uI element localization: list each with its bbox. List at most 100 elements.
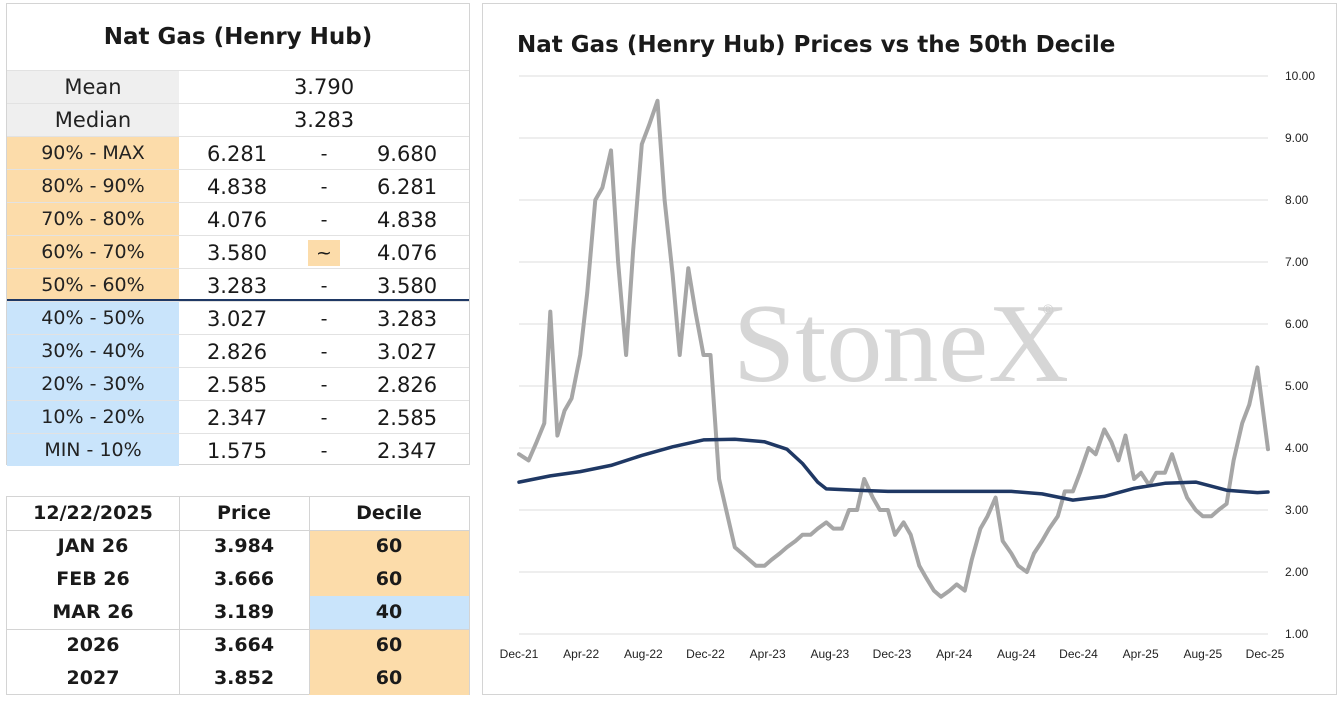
decile-cell: 60 [309,629,469,662]
mean-value: 3.790 [293,75,355,99]
x-tick-label: Apr-23 [750,647,786,661]
x-axis-ticks: Dec-21 Apr-22 Aug-22 Dec-22 Apr-23 Aug-23 Dec-… [500,647,1285,661]
y-tick-label: 9.00 [1285,131,1309,145]
price-cell: 3.189 [213,601,275,623]
decile-stats-panel: Nat Gas (Henry Hub) Mean 3.790 Median 3.… [6,3,470,466]
decile-range-label: 80% - 90% [7,170,179,202]
decile-high-value: 4.838 [376,208,438,232]
contract-cell: JAN 26 [57,535,129,557]
decile-cell: 40 [309,596,469,629]
decile-separator: - [320,209,328,231]
table-row: 2026 3.664 60 [7,629,469,662]
chart-title: Nat Gas (Henry Hub) Prices vs the 50th D… [517,32,1116,58]
decile-separator: - [320,143,328,165]
price-cell: 3.984 [213,535,275,557]
decile-separator: - [320,308,328,330]
table-row: JAN 26 3.984 60 [7,530,469,563]
x-tick-label: Dec-21 [500,647,539,661]
decile-range-label: 20% - 30% [7,368,179,400]
decile-range-label: 30% - 40% [7,335,179,367]
decile-high-value: 2.826 [376,373,438,397]
registered-mark: ® [1043,301,1054,317]
watermark-text: StoneX [733,282,1069,406]
contract-cell: MAR 26 [52,601,134,623]
median-label: Median [7,104,179,136]
mean-label: Mean [7,71,179,103]
decile-row: 20% - 30% 2.585 - 2.826 [7,367,469,400]
y-tick-label: 10.00 [1285,69,1315,83]
date-header: 12/22/2025 [33,502,153,524]
decile-row: 10% - 20% 2.347 - 2.585 [7,400,469,433]
decile-cell: 60 [309,530,469,563]
decile-separator: - [320,275,328,297]
median-value: 3.283 [293,108,355,132]
contract-cell: FEB 26 [56,568,130,590]
decile-separator: - [320,176,328,198]
decile-row: 40% - 50% 3.027 - 3.283 [7,301,469,334]
decile-row: 30% - 40% 2.826 - 3.027 [7,334,469,367]
contract-cell: 2026 [66,634,120,656]
series-lines [517,98,1270,599]
decile-range-label: 10% - 20% [7,401,179,433]
decile-range-label: 70% - 80% [7,203,179,235]
x-tick-label: Apr-25 [1123,647,1159,661]
x-tick-label: Dec-25 [1246,647,1285,661]
decile-range-label: 60% - 70% [7,236,179,268]
x-tick-label: Aug-22 [624,647,663,661]
y-tick-label: 4.00 [1285,441,1309,455]
y-tick-label: 7.00 [1285,255,1309,269]
price-chart: StoneX ® 1.00 2.00 3.00 4.00 5.00 6.00 7.00 8.0… [500,69,1316,661]
stonex-watermark: StoneX ® [733,282,1069,406]
decile-range-label: 50% - 60% [7,269,179,301]
y-tick-label: 8.00 [1285,193,1309,207]
current-decile-marker: ~ [308,240,340,266]
decile-low-value: 4.838 [206,175,268,199]
decile-separator: - [320,407,328,429]
table-header-row: 12/22/2025 Price Decile [7,497,469,530]
decile-row: 80% - 90% 4.838 - 6.281 [7,169,469,202]
column-divider [309,497,310,694]
table-row: MAR 26 3.189 40 [7,596,469,629]
decile-range-label: 90% - MAX [7,137,179,169]
x-tick-label: Apr-22 [563,647,599,661]
x-tick-label: Aug-24 [997,647,1036,661]
price-cell: 3.666 [213,568,275,590]
decile-high-value: 9.680 [376,142,438,166]
decile-row: 70% - 80% 4.076 - 4.838 [7,202,469,235]
x-tick-label: Aug-23 [810,647,849,661]
table-row: 2027 3.852 60 [7,662,469,695]
decile-high-value: 3.027 [376,340,438,364]
x-tick-label: Dec-24 [1059,647,1098,661]
decile-low-value: 2.826 [206,340,268,364]
x-tick-label: Dec-23 [873,647,912,661]
decile-low-value: 1.575 [206,439,268,463]
y-axis-ticks: 1.00 2.00 3.00 4.00 5.00 6.00 7.00 8.00 9.00 10.0… [1285,69,1315,641]
median-row: Median 3.283 [7,103,469,136]
contract-price-table: 12/22/2025 Price Decile JAN 26 3.984 60 … [6,496,470,695]
price-cell: 3.664 [213,634,275,656]
decile-row: 50% - 60% 3.283 - 3.580 [7,268,469,301]
decile-cell: 60 [309,563,469,596]
decile-low-value: 3.580 [206,241,268,265]
decile-low-value: 2.585 [206,373,268,397]
x-tick-label: Aug-25 [1183,647,1222,661]
decile-range-label: MIN - 10% [7,434,179,466]
table-row: FEB 26 3.666 60 [7,563,469,596]
y-tick-label: 6.00 [1285,317,1309,331]
decile-low-value: 3.283 [206,274,268,298]
decile-low-value: 6.281 [206,142,268,166]
decile-high-value: 3.283 [376,307,438,331]
decile-high-value: 2.585 [376,406,438,430]
decile-50th-line [517,437,1270,502]
decile-high-value: 2.347 [376,439,438,463]
decile-high-value: 6.281 [376,175,438,199]
decile-low-value: 3.027 [206,307,268,331]
price-chart-panel: Nat Gas (Henry Hub) Prices vs the 50th D… [482,3,1337,695]
decile-high-value: 4.076 [376,241,438,265]
y-tick-label: 1.00 [1285,627,1309,641]
decile-low-value: 2.347 [206,406,268,430]
decile-separator: - [320,440,328,462]
decile-separator: - [320,374,328,396]
decile-separator: - [320,341,328,363]
x-tick-label: Apr-24 [936,647,972,661]
